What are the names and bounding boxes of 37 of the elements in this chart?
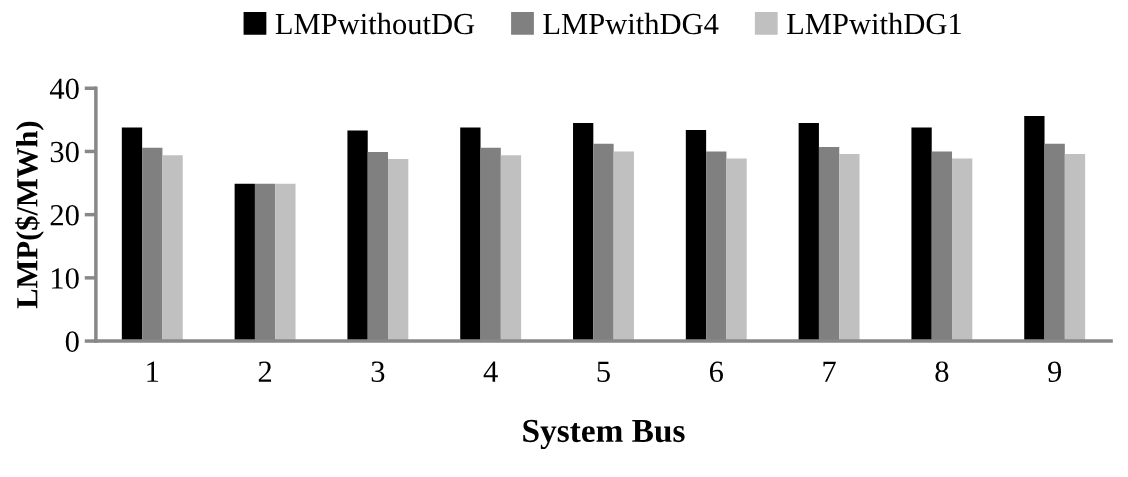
x-tick-label: 2 xyxy=(258,361,272,382)
bar xyxy=(275,183,296,342)
bar xyxy=(911,127,932,342)
bar xyxy=(388,159,409,342)
y-axis-title: LMP($/MWh) xyxy=(15,121,44,309)
bar xyxy=(347,130,368,342)
bar xyxy=(460,127,481,342)
y-tick-label: 0 xyxy=(65,331,79,352)
x-tick-label: 5 xyxy=(597,361,610,382)
y-tick-label: 40 xyxy=(49,78,79,100)
bar xyxy=(726,158,747,342)
x-tick-label: 8 xyxy=(935,361,949,382)
bar xyxy=(500,155,522,342)
x-tick-label: 1 xyxy=(147,361,159,382)
bar xyxy=(1024,116,1045,342)
bar xyxy=(234,183,255,342)
x-axis-title: System Bus xyxy=(523,419,685,449)
bar xyxy=(162,155,183,342)
bar xyxy=(613,151,634,342)
bar xyxy=(839,153,860,342)
legend-label: LMPwithoutDG xyxy=(275,12,475,35)
bar xyxy=(798,123,819,342)
x-tick-label: 4 xyxy=(483,361,498,382)
bar xyxy=(685,129,707,342)
x-tick-label: 6 xyxy=(709,361,724,382)
legend-label: LMPwithDG1 xyxy=(787,12,961,35)
bar xyxy=(121,127,143,342)
legend-label: LMPwithDG4 xyxy=(543,12,719,35)
x-tick-label: 9 xyxy=(1048,361,1062,382)
bar xyxy=(952,158,973,342)
y-tick-label: 30 xyxy=(50,141,79,163)
bar xyxy=(1064,153,1086,342)
x-tick-label: 3 xyxy=(371,361,385,382)
y-tick-label: 10 xyxy=(52,268,79,289)
bar xyxy=(573,123,594,342)
x-tick-label: 7 xyxy=(823,361,836,382)
y-tick-label: 20 xyxy=(50,204,79,226)
